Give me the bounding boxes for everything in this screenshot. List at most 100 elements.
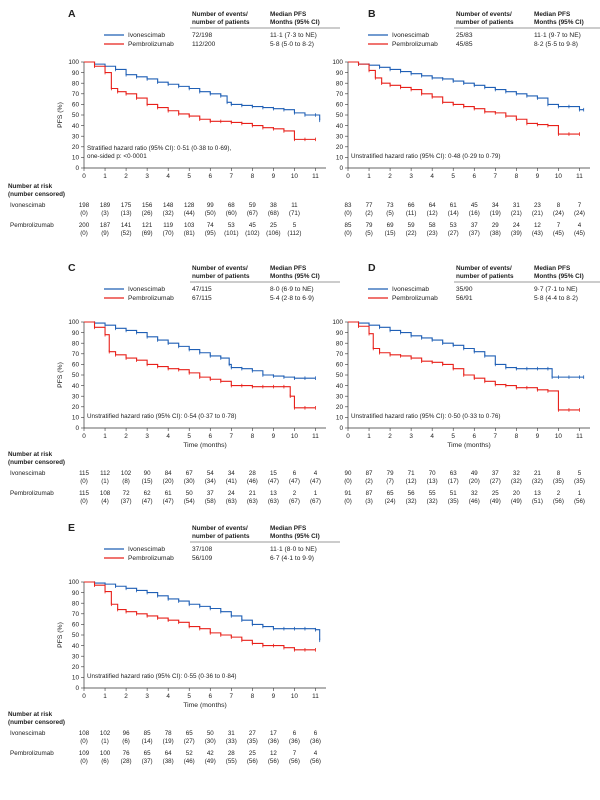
risk-cell: (20) [163, 478, 174, 485]
x-tick-label: 5 [187, 173, 191, 180]
risk-cell: 53 [228, 222, 235, 229]
risk-cell: 102 [121, 470, 132, 477]
risk-cell: (63) [247, 498, 258, 505]
risk-cell: (14) [448, 210, 459, 217]
risk-cell: (2) [365, 210, 373, 217]
x-tick-label: 8 [251, 693, 255, 700]
risk-row-label: Pembrolizumab [10, 490, 54, 497]
legend-label: Pembrolizumab [128, 555, 174, 562]
table-header-median: Months (95% CI) [270, 533, 320, 540]
risk-cell: 5 [293, 222, 297, 229]
risk-cell: 8 [557, 202, 561, 209]
risk-cell: 189 [100, 202, 111, 209]
risk-cell: 37 [492, 470, 499, 477]
risk-cell: (39) [511, 230, 522, 237]
y-tick-label: 90 [336, 330, 344, 337]
risk-cell: (1) [101, 738, 109, 745]
x-tick-label: 7 [230, 433, 234, 440]
risk-cell: 76 [123, 750, 130, 757]
x-tick-label: 0 [82, 433, 86, 440]
risk-cell: 108 [79, 730, 90, 737]
risk-cell: (22) [406, 230, 417, 237]
risk-cell: 148 [163, 202, 174, 209]
y-axis-label: PFS (%) [57, 362, 64, 388]
risk-cell: 63 [450, 470, 457, 477]
risk-cell: 103 [184, 222, 195, 229]
y-tick-label: 70 [72, 91, 80, 98]
x-tick-label: 9 [272, 693, 276, 700]
risk-cell: (21) [511, 210, 522, 217]
km-curve-ivonescimab [348, 321, 584, 378]
risk-cell: 7 [557, 222, 561, 229]
x-tick-label: 10 [555, 173, 563, 180]
risk-cell: 70 [429, 470, 436, 477]
x-tick-label: 5 [187, 693, 191, 700]
risk-cell: 128 [184, 202, 195, 209]
risk-cell: (37) [121, 498, 132, 505]
risk-cell: 121 [142, 222, 153, 229]
y-tick-label: 60 [72, 362, 80, 369]
risk-cell: 72 [123, 490, 130, 497]
table-header-median: Median PFS [534, 11, 571, 18]
risk-cell: 87 [366, 490, 373, 497]
x-tick-label: 1 [103, 433, 107, 440]
risk-cell: (0) [80, 210, 88, 217]
hazard-ratio-text: Unstratified hazard ratio (95% CI): 0·48… [351, 153, 500, 160]
x-tick-label: 9 [536, 433, 540, 440]
risk-cell: (11) [406, 210, 417, 217]
risk-cell: (56) [247, 758, 258, 765]
risk-cell: (30) [184, 478, 195, 485]
y-tick-label: 10 [336, 155, 344, 162]
y-tick-label: 30 [72, 133, 80, 140]
legend-events: 25/83 [456, 32, 473, 39]
y-tick-label: 30 [336, 393, 344, 400]
x-tick-label: 1 [367, 433, 371, 440]
km-curve-ivonescimab [84, 581, 321, 641]
risk-cell: 7 [578, 202, 582, 209]
y-tick-label: 40 [72, 383, 80, 390]
risk-cell: 27 [249, 730, 256, 737]
km-curve-pembrolizumab [84, 61, 316, 140]
x-tick-label: 11 [576, 173, 583, 180]
x-tick-label: 4 [430, 173, 434, 180]
y-tick-label: 50 [72, 632, 80, 639]
y-tick-label: 50 [336, 372, 344, 379]
y-tick-label: 50 [336, 112, 344, 119]
x-tick-label: 0 [82, 173, 86, 180]
risk-cell: 79 [366, 222, 373, 229]
y-tick-label: 80 [336, 340, 344, 347]
risk-cell: (106) [266, 230, 280, 237]
panel-c: C Number of events/number of patients Medi… [8, 262, 340, 505]
risk-cell: 53 [450, 222, 457, 229]
y-tick-label: 10 [336, 415, 344, 422]
risk-cell: 77 [366, 202, 373, 209]
risk-cell: 5 [578, 470, 582, 477]
x-tick-label: 0 [82, 693, 86, 700]
risk-cell: 25 [249, 750, 256, 757]
risk-cell: (8) [122, 478, 130, 485]
x-tick-label: 11 [312, 173, 319, 180]
risk-cell: (52) [121, 230, 132, 237]
x-axis-label: Time (months) [447, 442, 491, 449]
risk-heading: (number censored) [8, 459, 65, 466]
risk-cell: (32) [532, 478, 543, 485]
legend-median: 8·0 (6·9 to NE) [270, 286, 314, 293]
risk-cell: (1) [101, 478, 109, 485]
y-tick-label: 0 [75, 165, 79, 172]
x-tick-label: 6 [208, 693, 212, 700]
x-tick-label: 7 [494, 433, 498, 440]
x-tick-label: 11 [312, 433, 319, 440]
legend-label: Ivonescimab [128, 32, 165, 39]
risk-cell: (35) [448, 498, 459, 505]
risk-cell: 13 [270, 490, 277, 497]
risk-cell: 28 [228, 750, 235, 757]
risk-cell: (56) [268, 758, 279, 765]
y-tick-label: 100 [68, 59, 79, 66]
legend-median: 8·2 (5·5 to 9·8) [534, 41, 578, 48]
risk-cell: (0) [80, 738, 88, 745]
panel-letter: A [68, 8, 76, 20]
risk-cell: 65 [387, 490, 394, 497]
x-tick-label: 11 [576, 433, 583, 440]
risk-cell: (37) [469, 230, 480, 237]
